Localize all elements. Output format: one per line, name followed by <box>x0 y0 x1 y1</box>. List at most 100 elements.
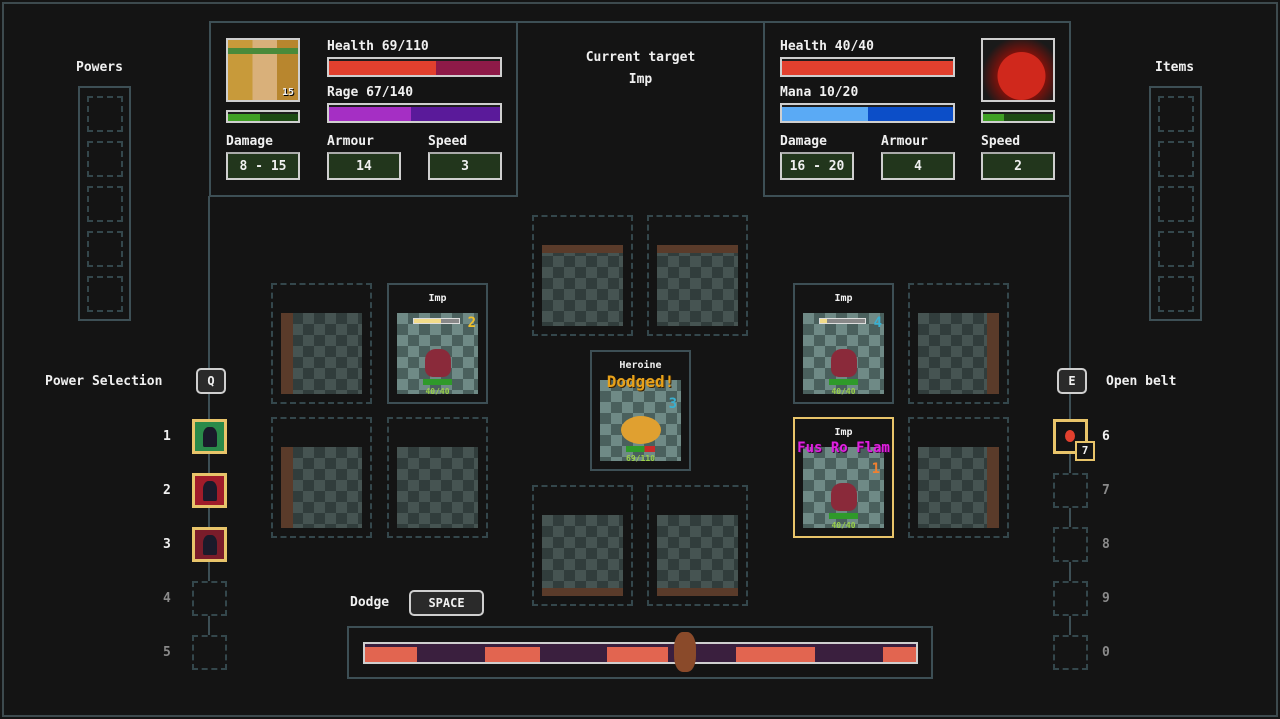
unit-name: Imp <box>428 293 447 304</box>
unit-health-bar <box>423 379 452 385</box>
power-slot-number: 1 <box>163 429 171 444</box>
imp-sprite <box>424 349 451 378</box>
hero-tile-heroine[interactable]: Heroine Dodged! 3 69/110 <box>590 350 691 471</box>
red-shield-power-icon <box>203 481 217 501</box>
belt-slot-6[interactable]: 7 <box>1053 419 1095 461</box>
green-figure-power-icon <box>203 427 217 447</box>
dodge-timing-panel <box>347 626 933 679</box>
power-slot-number: 5 <box>163 645 171 660</box>
hero-speed-value: 3 <box>428 152 502 180</box>
belt-slot-number: 9 <box>1102 591 1110 606</box>
turn-timer-bar <box>413 318 460 324</box>
items-panel <box>1149 86 1202 321</box>
current-target-title: Current target <box>585 50 696 65</box>
power-slot-number: 2 <box>163 483 171 498</box>
enemy-tile-imp[interactable]: Imp 2 40/40 <box>387 283 488 404</box>
belt-slot-0[interactable] <box>1053 635 1088 670</box>
enemy-portrait[interactable] <box>981 38 1055 102</box>
unit-health-bar <box>829 513 858 519</box>
open-belt-key-e[interactable]: E <box>1057 368 1087 394</box>
unit-health-text: 40/40 <box>831 521 856 530</box>
hero-damage-value: 8 - 15 <box>226 152 300 180</box>
belt-slot-8[interactable] <box>1053 527 1088 562</box>
empty-tile[interactable] <box>647 485 748 606</box>
dodge-key-space[interactable]: SPACE <box>409 590 484 616</box>
belt-slot-number: 7 <box>1102 483 1110 498</box>
power-slot[interactable] <box>87 231 123 267</box>
enemy-tile-imp-selected[interactable]: Imp Fus Ro Flam 1 40/40 <box>793 417 894 538</box>
powers-panel <box>78 86 131 321</box>
belt-slot-number: 0 <box>1102 645 1110 660</box>
enemy-health-label: Health 40/40 <box>780 39 874 54</box>
power-selection-slot-3[interactable] <box>192 527 227 562</box>
enemy-damage-value: 16 - 20 <box>780 152 854 180</box>
belt-slot-7[interactable] <box>1053 473 1088 508</box>
enemy-tile-imp[interactable]: Imp 4 40/40 <box>793 283 894 404</box>
unit-name: Heroine <box>619 360 662 371</box>
current-target-name: Imp <box>628 72 653 87</box>
enemy-mana-bar <box>780 103 955 123</box>
stat-label: Speed <box>428 134 468 149</box>
dodge-label: Dodge <box>350 595 390 610</box>
empty-tile[interactable] <box>532 215 633 336</box>
power-selection-slot-5[interactable] <box>192 635 227 670</box>
power-slot[interactable] <box>87 96 123 132</box>
stat-label: Damage <box>226 134 273 149</box>
spell-popup: Fus Ro Flam <box>797 440 890 456</box>
power-selection-slot-1[interactable] <box>192 419 227 454</box>
power-slot-number: 3 <box>163 537 171 552</box>
dodge-window <box>484 647 541 662</box>
dodge-window <box>736 647 816 662</box>
power-slot[interactable] <box>87 141 123 177</box>
turn-order: 1 <box>871 461 880 477</box>
current-target-panel: Current target Imp <box>516 21 765 112</box>
item-slot[interactable] <box>1158 231 1194 267</box>
hero-portrait[interactable]: 15 <box>226 38 300 102</box>
imp-sprite <box>830 349 857 378</box>
potion-icon <box>1065 430 1075 442</box>
connector-line <box>208 196 210 368</box>
empty-tile[interactable] <box>647 215 748 336</box>
belt-slot-9[interactable] <box>1053 581 1088 616</box>
item-slot[interactable] <box>1158 141 1194 177</box>
power-selection-slot-2[interactable] <box>192 473 227 508</box>
center-panel <box>516 110 765 197</box>
turn-timer-bar <box>819 318 866 324</box>
connector-line <box>208 394 210 656</box>
unit-name: Imp <box>834 293 853 304</box>
dodge-timing-bar <box>363 632 918 672</box>
heroine-sprite <box>620 416 661 445</box>
imp-sprite <box>830 483 857 512</box>
unit-health-text: 69/110 <box>626 454 655 463</box>
hero-stats-panel: 15 Health 69/110 Rage 67/140 Damage Armo… <box>209 21 518 197</box>
turn-order: 2 <box>467 315 476 331</box>
belt-slot-number: 8 <box>1102 537 1110 552</box>
unit-health-bar <box>626 446 655 452</box>
empty-tile[interactable] <box>532 485 633 606</box>
dodge-window <box>365 647 417 662</box>
empty-tile[interactable] <box>387 417 488 538</box>
empty-tile[interactable] <box>271 283 372 404</box>
unit-name: Imp <box>834 427 853 438</box>
empty-tile[interactable] <box>271 417 372 538</box>
item-slot[interactable] <box>1158 96 1194 132</box>
enemy-speed-value: 2 <box>981 152 1055 180</box>
belt-slot-number: 6 <box>1102 429 1110 444</box>
enemy-stats-panel: Health 40/40 Mana 10/20 Damage Armour Sp… <box>763 21 1071 197</box>
empty-tile[interactable] <box>908 283 1009 404</box>
item-slot[interactable] <box>1158 276 1194 312</box>
hero-level: 15 <box>281 87 294 98</box>
item-slot[interactable] <box>1158 186 1194 222</box>
empty-tile[interactable] <box>908 417 1009 538</box>
stat-label: Armour <box>327 134 374 149</box>
dodge-window <box>607 647 669 662</box>
power-selection-slot-4[interactable] <box>192 581 227 616</box>
power-slot[interactable] <box>87 186 123 222</box>
connector-line <box>1069 196 1071 368</box>
hero-rage-bar <box>327 103 502 123</box>
connector-line <box>1069 394 1071 656</box>
dodge-marker-boot-icon <box>673 632 696 672</box>
power-selection-key-q[interactable]: Q <box>196 368 226 394</box>
power-slot[interactable] <box>87 276 123 312</box>
